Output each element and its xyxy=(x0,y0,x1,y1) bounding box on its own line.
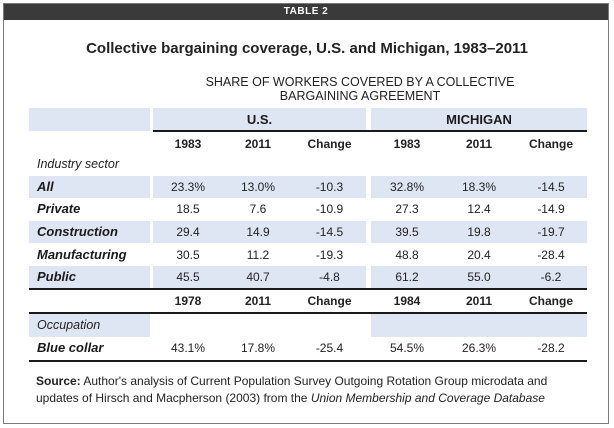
source-text: Author's analysis of Current Population … xyxy=(36,374,548,405)
table-cell: 26.3% xyxy=(461,341,497,355)
row-label-manufacturing: Manufacturing xyxy=(37,247,127,262)
col-us-year-2: 2011 xyxy=(244,137,272,151)
table-cell: 12.4 xyxy=(467,202,491,216)
col-occ-us-year-1: 1978 xyxy=(174,294,202,308)
shade-mi-occupation xyxy=(371,314,587,337)
table-cell: 17.8% xyxy=(240,341,276,355)
table-cell: 13.0% xyxy=(240,180,276,194)
shade-mi-construction xyxy=(371,221,587,243)
table-cell: 27.3 xyxy=(395,202,419,216)
table-cell: -10.3 xyxy=(315,180,344,194)
table-cell: 20.4 xyxy=(467,248,491,262)
shade-us-header xyxy=(153,108,366,131)
shade-construction-row-label xyxy=(29,221,150,243)
col-us-year-1: 1983 xyxy=(174,137,202,151)
table-cell: 48.8 xyxy=(395,248,419,262)
table-cell: 45.5 xyxy=(176,270,200,284)
col-us-change: Change xyxy=(307,137,352,151)
source-label: Source: xyxy=(36,374,81,388)
table-cell: -28.2 xyxy=(537,341,565,355)
table-cell: 18.5 xyxy=(176,202,200,216)
row-label-public: Public xyxy=(37,269,77,284)
row-label-construction: Construction xyxy=(37,224,118,239)
table-cell: -19.7 xyxy=(537,225,565,239)
table-cell: 7.6 xyxy=(249,202,267,216)
table-cell: -25.4 xyxy=(315,341,344,355)
table-cell: 30.5 xyxy=(176,248,200,262)
section-industry: Industry sector xyxy=(37,157,119,171)
col-occ-us-change: Change xyxy=(307,294,352,308)
rule-mid xyxy=(29,288,587,290)
table-cell: -19.3 xyxy=(315,248,344,262)
table-cell: -14.5 xyxy=(315,225,344,239)
shade-mi-header xyxy=(371,108,587,131)
col-occ-us-year-2: 2011 xyxy=(244,294,272,308)
col-mi-year-2: 2011 xyxy=(465,137,493,151)
shade-mi-public xyxy=(371,266,587,288)
shade-us-all xyxy=(153,176,366,198)
table-cell: -14.9 xyxy=(537,202,565,216)
table-cell: 54.5% xyxy=(389,341,425,355)
shade-label-column xyxy=(29,108,150,131)
col-occ-mi-change: Change xyxy=(528,294,573,308)
col-occ-mi-year-2: 2011 xyxy=(465,294,493,308)
table-cell: 14.9 xyxy=(246,225,270,239)
rule-bottom xyxy=(29,360,587,362)
shade-mi-all xyxy=(371,176,587,198)
table-cell: 43.1% xyxy=(170,341,206,355)
col-mi-change: Change xyxy=(528,137,573,151)
table-number-label: TABLE 2 xyxy=(4,4,608,20)
super-header: SHARE OF WORKERS COVERED BY A COLLECTIVE… xyxy=(205,75,515,103)
table-cell: 61.2 xyxy=(395,270,419,284)
table-frame: TABLE 2 xyxy=(3,3,609,424)
row-label-all: All xyxy=(37,179,54,194)
col-mi-year-1: 1983 xyxy=(393,137,421,151)
table-cell: 23.3% xyxy=(170,180,206,194)
table-cell: 32.8% xyxy=(389,180,425,194)
shade-us-construction xyxy=(153,221,366,243)
col-occ-mi-year-1: 1984 xyxy=(393,294,421,308)
table-title: Collective bargaining coverage, U.S. and… xyxy=(86,40,528,57)
table-cell: -4.8 xyxy=(319,270,340,284)
row-label-blue-collar: Blue collar xyxy=(37,340,104,355)
table-cell: 39.5 xyxy=(395,225,419,239)
source-note: Source: Author's analysis of Current Pop… xyxy=(36,373,576,407)
shade-all-row-label xyxy=(29,176,150,198)
table-cell: -14.5 xyxy=(537,180,565,194)
rule-under-groups xyxy=(153,130,587,132)
table-cell: 40.7 xyxy=(246,270,270,284)
group-michigan: MICHIGAN xyxy=(446,112,512,127)
table-cell: -28.4 xyxy=(537,248,565,262)
row-label-private: Private xyxy=(37,201,81,216)
table-cell: 11.2 xyxy=(246,248,270,262)
shade-us-public xyxy=(153,266,366,288)
table-cell: -6.2 xyxy=(540,270,562,284)
table-cell: -10.9 xyxy=(315,202,344,216)
table-cell: 18.3% xyxy=(461,180,497,194)
table-cell: 19.8 xyxy=(467,225,491,239)
table-cell: 55.0 xyxy=(467,270,491,284)
section-occupation: Occupation xyxy=(37,318,101,332)
table-cell: 29.4 xyxy=(176,225,200,239)
group-us: U.S. xyxy=(246,112,273,127)
shade-occupation-label xyxy=(29,314,150,337)
shade-public-row-label xyxy=(29,266,150,288)
source-database: Union Membership and Coverage Database xyxy=(310,391,545,405)
rule-under-occ-years xyxy=(29,312,587,314)
